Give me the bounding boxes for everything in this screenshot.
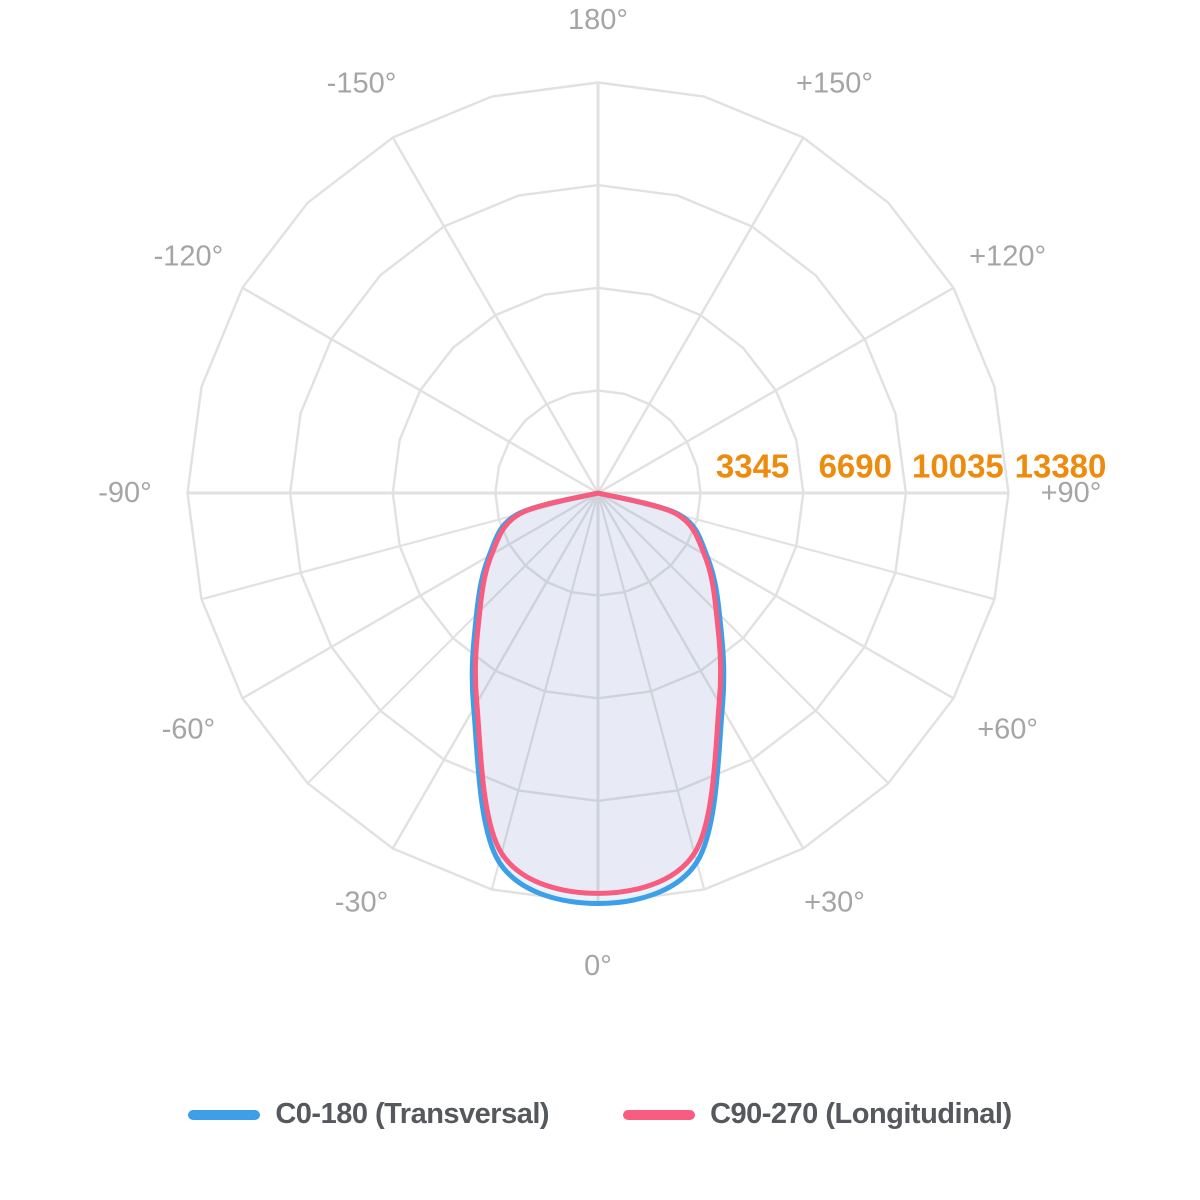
radius-tick-label: 10035 xyxy=(912,448,1004,485)
radius-tick-label: 13380 xyxy=(1015,448,1107,485)
series-curve-c90-270 xyxy=(472,490,724,896)
polar-grid-spoke xyxy=(306,492,599,785)
angle-label: +150° xyxy=(796,67,873,99)
angle-label: -60° xyxy=(162,714,216,746)
legend-item-c90-270[interactable]: C90-270 (Longitudinal) xyxy=(623,1098,1012,1131)
legend-swatch-c0-180 xyxy=(188,1109,261,1120)
polar-grid-spoke xyxy=(597,491,955,700)
series-fill-c90-270 xyxy=(475,493,721,894)
series-fill-c0-180 xyxy=(472,493,724,904)
angle-label: -90° xyxy=(98,477,152,509)
polar-grid-spoke xyxy=(596,492,706,890)
angle-label: +90° xyxy=(1041,477,1102,509)
legend-label-c90-270: C90-270 (Longitudinal) xyxy=(710,1098,1012,1130)
polar-grid-spoke xyxy=(597,286,955,495)
polar-grid-spoke xyxy=(241,491,599,700)
legend-item-c0-180[interactable]: C0-180 (Transversal) xyxy=(188,1098,550,1131)
angle-label: -150° xyxy=(327,67,397,99)
radius-tick-label: 3345 xyxy=(716,448,789,485)
angle-label: -30° xyxy=(335,887,389,919)
legend-swatch-c90-270 xyxy=(623,1109,696,1120)
angle-label: +60° xyxy=(977,714,1038,746)
angle-label: 0° xyxy=(584,950,612,982)
polar-grid-spoke xyxy=(596,136,805,494)
angle-label: -120° xyxy=(154,241,224,273)
polar-grid-spoke xyxy=(597,492,890,785)
polar-grid-spoke xyxy=(391,136,600,494)
polar-grid-spoke xyxy=(490,492,600,890)
legend: C0-180 (Transversal) C90-270 (Longitudin… xyxy=(0,1098,1200,1131)
angle-label: +30° xyxy=(804,887,865,919)
angle-label: 180° xyxy=(568,4,628,36)
polar-grid-spoke xyxy=(596,492,805,850)
polar-grid-spoke xyxy=(391,492,600,850)
legend-label-c0-180: C0-180 (Transversal) xyxy=(275,1098,550,1130)
polar-grid-spoke xyxy=(241,286,599,495)
radius-tick-label: 6690 xyxy=(819,448,892,485)
angle-label: +120° xyxy=(969,241,1046,273)
